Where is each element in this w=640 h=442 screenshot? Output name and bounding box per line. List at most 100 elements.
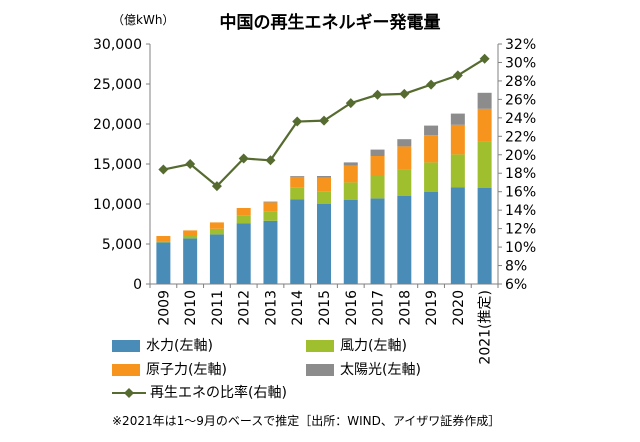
bar-solar [370, 149, 385, 156]
bar-hydro [343, 200, 358, 284]
legend-swatch-hydro [112, 340, 140, 352]
bar-nuclear [424, 135, 439, 163]
ratio-point [399, 88, 410, 99]
bar-hydro [477, 188, 492, 284]
bar-hydro [424, 192, 439, 284]
y-tick-label-right: 6% [505, 277, 527, 293]
legend-swatch-wind [306, 340, 334, 352]
y-tick-label-right: 8% [505, 259, 527, 275]
y-tick-label-right: 12% [505, 222, 536, 238]
bar-wind [183, 236, 198, 239]
bar-nuclear [477, 108, 492, 142]
chart-title: 中国の再生エネルギー発電量 [220, 12, 441, 33]
bar-wind [156, 241, 171, 243]
ratio-point [372, 89, 383, 100]
x-tick-label: 2020 [451, 290, 467, 326]
bar-nuclear [236, 208, 251, 216]
bar-solar [343, 162, 358, 166]
legend-item-hydro: 水力(左軸) [112, 337, 213, 355]
bar-nuclear [183, 230, 198, 236]
legend-item-wind: 風力(左軸) [306, 337, 407, 355]
bar-solar [317, 176, 331, 178]
bar-solar [450, 113, 465, 125]
x-tick-label: 2011 [210, 290, 226, 326]
bar-hydro [183, 238, 198, 284]
y-tick-label-right: 28% [505, 74, 536, 90]
x-tick-label: 2009 [156, 290, 172, 326]
bar-nuclear [156, 236, 171, 242]
y-tick-label-right: 10% [505, 240, 536, 256]
bar-solar [424, 125, 439, 136]
y-tick-label-right: 16% [505, 185, 536, 201]
legend-item-renewable-ratio: 再生エネの比率(右軸) [112, 384, 287, 402]
bar-solar [397, 139, 412, 147]
legend-swatch-nuclear [112, 364, 140, 376]
ratio-point [292, 116, 303, 127]
ratio-point [452, 70, 463, 81]
bar-wind [450, 154, 465, 188]
bar-wind [477, 141, 492, 188]
bar-wind [209, 228, 224, 235]
y-tick-label-right: 24% [505, 111, 536, 127]
y-tick-label-right: 22% [505, 129, 536, 145]
bar-hydro [156, 242, 171, 284]
bar-wind [290, 187, 305, 200]
ratio-point [345, 98, 356, 109]
y-unit-label: （億kWh） [112, 13, 174, 27]
legend-label-renewable-ratio: 再生エネの比率(右軸) [150, 385, 287, 401]
legend-label-wind: 風力(左軸) [340, 338, 407, 354]
y-tick-label-left: 30,000 [93, 37, 142, 53]
x-tick-label: 2012 [237, 290, 253, 326]
bar-nuclear [450, 124, 465, 155]
ratio-point [319, 115, 329, 126]
legend-item-nuclear: 原子力(左軸) [112, 361, 227, 379]
bar-nuclear [343, 165, 358, 183]
y-tick-label-right: 26% [505, 92, 536, 108]
legend-swatch-solar [306, 364, 334, 376]
legend-item-solar: 太陽光(左軸) [306, 361, 421, 379]
y-tick-label-left: 10,000 [93, 197, 142, 213]
y-tick-label-left: 5,000 [102, 237, 142, 253]
y-tick-label-left: 25,000 [93, 77, 142, 93]
x-tick-label: 2019 [424, 290, 440, 326]
ratio-point [426, 79, 437, 90]
legend-swatch-renewable-ratio [112, 388, 146, 398]
ratio-point [479, 53, 490, 64]
x-tick-label: 2013 [263, 290, 279, 326]
bar-wind [424, 162, 439, 192]
bar-wind [263, 211, 278, 221]
x-tick-label: 2021(推定) [478, 290, 494, 365]
bar-nuclear [370, 156, 385, 176]
bar-hydro [290, 199, 305, 284]
ratio-point [238, 153, 249, 164]
bar-hydro [317, 204, 331, 284]
y-tick-label-left: 15,000 [93, 157, 142, 173]
y-tick-label-left: 20,000 [93, 117, 142, 133]
bar-hydro [450, 187, 465, 284]
legend-label-nuclear: 原子力(左軸) [146, 362, 227, 378]
ratio-point [265, 155, 276, 166]
y-tick-label-right: 32% [505, 37, 536, 53]
bar-solar [263, 201, 278, 203]
bar-wind [370, 176, 385, 199]
ratio-point [185, 159, 196, 169]
legend-label-solar: 太陽光(左軸) [340, 362, 421, 378]
bar-hydro [370, 198, 385, 284]
footnote: ※2021年は1〜9月のベースで推定［出所：WIND、アイザワ証券作成］ [112, 414, 501, 428]
bar-nuclear [397, 146, 412, 170]
x-tick-label: 2014 [290, 290, 306, 326]
ratio-point [211, 181, 222, 192]
x-tick-label: 2017 [371, 290, 387, 326]
bar-wind [317, 191, 331, 204]
bar-hydro [209, 234, 224, 284]
y-tick-label-right: 14% [505, 203, 536, 219]
legend-label-hydro: 水力(左軸) [146, 338, 213, 354]
bar-solar [477, 92, 492, 109]
y-tick-label-left: 0 [133, 277, 142, 293]
x-tick-label: 2016 [344, 290, 360, 326]
bar-nuclear [209, 222, 224, 229]
x-tick-label: 2018 [397, 290, 413, 326]
y-tick-label-right: 18% [505, 166, 536, 182]
x-tick-label: 2010 [183, 290, 199, 326]
